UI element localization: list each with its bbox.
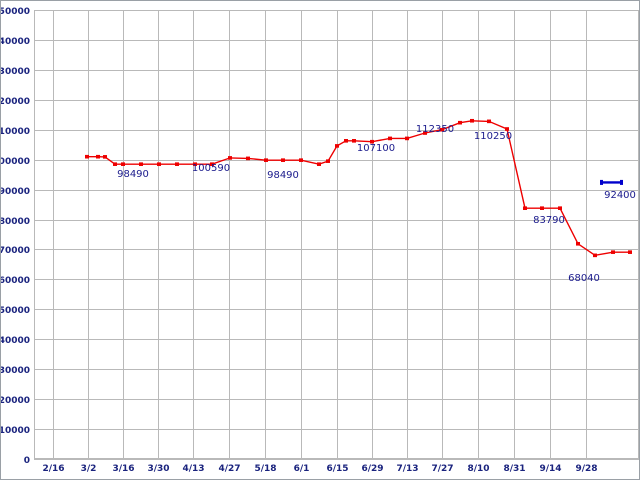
y-axis-tick-label: 90000: [1, 187, 30, 197]
series-line-path: [87, 120, 630, 257]
y-axis-tick-label: 110000: [1, 127, 30, 137]
series-data-point: [370, 139, 374, 144]
series-data-point: [175, 162, 179, 166]
y-axis-tick-label: 100000: [1, 157, 30, 167]
series-data-point: [96, 154, 100, 159]
y-axis-tick-label: 120000: [1, 97, 30, 107]
series-data-point: [487, 119, 491, 124]
series-data-point: [103, 155, 107, 159]
series-data-point: [121, 162, 125, 166]
series-data-point: [405, 136, 409, 141]
series-data-point: [281, 158, 285, 162]
y-axis-tick-label: 40000: [1, 336, 30, 346]
series-data-point: [264, 158, 268, 162]
series-data-point: [423, 131, 427, 135]
data-point-value-label: 112350: [416, 124, 454, 135]
series-data-point: [440, 127, 444, 132]
data-point-value-label: 98490: [267, 170, 299, 181]
series-data-point: [388, 136, 392, 141]
x-axis-tick-label: 9/14: [539, 464, 561, 474]
series-data-point: [157, 162, 161, 166]
series-data-point: [558, 206, 562, 210]
x-axis-tick-label: 8/10: [467, 464, 489, 474]
series-data-point: [505, 127, 509, 131]
series-data-point: [523, 206, 527, 210]
y-axis-tick-label: 10000: [1, 426, 30, 436]
data-point-labels: 98490 100590 98490 107100 112350 110250 83790 6…: [117, 124, 636, 284]
reference-line-92400: [600, 179, 623, 185]
series-data-point: [228, 156, 232, 160]
y-axis-tick-label: 30000: [1, 366, 30, 376]
horizontal-gridlines: [34, 10, 639, 460]
x-axis-tick-label: 4/13: [182, 464, 204, 474]
series-data-point: [246, 156, 250, 161]
price-series: [85, 118, 632, 258]
series-data-point: [470, 118, 474, 123]
series-data-point: [299, 158, 303, 162]
y-axis-tick-label: 130000: [1, 67, 30, 77]
x-axis-tick-label: 9/28: [575, 464, 597, 474]
y-axis-tick-label: 50000: [1, 306, 30, 316]
x-axis-tick-label: 8/31: [503, 464, 525, 474]
data-point-value-label: 100590: [192, 163, 230, 174]
reference-line-cap-left: [600, 179, 603, 185]
series-data-point: [540, 206, 544, 210]
y-axis-tick-label: 60000: [1, 276, 30, 286]
series-data-point: [458, 120, 462, 125]
data-point-value-label: 83790: [533, 215, 565, 226]
series-data-point: [113, 162, 117, 166]
data-point-value-label: 98490: [117, 169, 149, 180]
series-data-point: [193, 162, 197, 166]
x-axis-tick-label: 3/30: [147, 464, 169, 474]
x-axis-tick-label: 6/29: [361, 464, 383, 474]
y-axis-tick-label: 0: [24, 456, 30, 466]
x-axis-tick-label: 6/1: [294, 464, 310, 474]
data-point-value-label: 92400: [604, 190, 636, 201]
series-data-point: [139, 162, 143, 166]
y-axis-tick-label: 140000: [1, 37, 30, 47]
x-axis-tick-label: 6/15: [326, 464, 348, 474]
series-data-point: [85, 154, 89, 159]
x-axis-tick-label: 5/18: [254, 464, 276, 474]
series-data-point: [628, 250, 632, 254]
y-axis-tick-label: 80000: [1, 217, 30, 227]
y-axis-tick-label: 20000: [1, 396, 30, 406]
series-data-point: [344, 139, 348, 143]
x-axis-tick-labels: 2/16 3/2 3/16 3/30 4/13 4/27 5/18 6/1 6/15 6/29 7/…: [42, 464, 597, 474]
series-data-point: [611, 250, 615, 254]
y-axis-tick-labels: 0 10000 20000 30000 40000 50000 60000 70000 8000…: [1, 7, 30, 466]
series-data-point: [326, 159, 330, 163]
data-point-value-label: 110250: [474, 131, 512, 142]
x-axis-tick-label: 7/27: [431, 464, 453, 474]
series-data-point: [335, 144, 339, 148]
data-point-value-label: 68040: [568, 273, 600, 284]
x-axis-tick-label: 3/16: [112, 464, 134, 474]
series-data-point: [576, 241, 580, 246]
data-point-value-label: 107100: [357, 143, 395, 154]
reference-line-cap-right: [620, 179, 623, 185]
y-axis-tick-label: 150000: [1, 7, 30, 17]
series-data-point: [593, 253, 597, 258]
series-data-point: [352, 139, 356, 143]
x-axis-tick-label: 7/13: [396, 464, 418, 474]
vertical-gridlines: [53, 10, 587, 459]
y-axis-tick-label: 70000: [1, 246, 30, 256]
plot-frame: [34, 10, 639, 459]
x-axis-tick-label: 3/2: [81, 464, 97, 474]
x-axis-tick-label: 2/16: [42, 464, 64, 474]
series-data-point: [317, 162, 321, 166]
x-axis-tick-label: 4/27: [218, 464, 240, 474]
series-data-point: [210, 162, 214, 166]
